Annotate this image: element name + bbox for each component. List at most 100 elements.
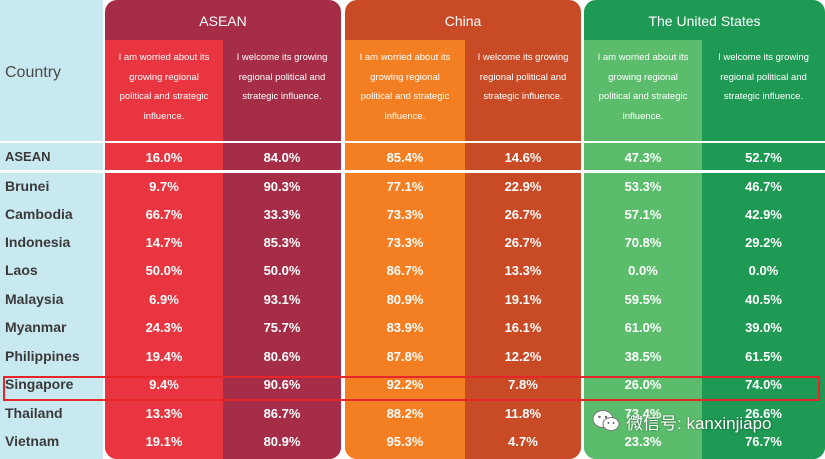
country-label: Philippines <box>5 348 80 364</box>
table-cell: 0.0% <box>628 263 658 278</box>
table-cell: 95.3% <box>386 434 424 449</box>
table-cell: 61.0% <box>624 320 662 335</box>
table-cell: 80.9% <box>386 292 424 307</box>
table-cell: 26.6% <box>745 406 782 421</box>
table-cell: 13.3% <box>145 406 183 421</box>
table-cell: 16.1% <box>504 320 542 335</box>
col-asean-worried <box>105 40 223 459</box>
table-cell: 85.4% <box>386 150 424 165</box>
table-cell: 87.8% <box>386 349 424 364</box>
table-cell: 14.6% <box>504 150 542 165</box>
table-cell: 93.1% <box>263 292 301 307</box>
country-header: Country <box>5 64 62 81</box>
table-cell: 42.9% <box>745 207 782 222</box>
singapore-highlight-box <box>3 376 820 401</box>
table-cell: 7.8% <box>508 377 538 392</box>
table-cell: 4.7% <box>508 434 538 449</box>
country-label: Myanmar <box>5 319 67 335</box>
table-cell: 73.3% <box>386 235 424 250</box>
table-cell: 86.7% <box>386 263 424 278</box>
subhead-us-worried: I am worried about its growing regional … <box>597 52 689 122</box>
table-cell: 19.1% <box>504 292 542 307</box>
subhead-china-welcome: I welcome its growing regional political… <box>477 52 569 102</box>
table-cell: 24.3% <box>145 320 183 335</box>
table-cell: 50.0% <box>263 263 301 278</box>
table-cell: 19.4% <box>145 349 183 364</box>
subhead-us-welcome: I welcome its growing regional political… <box>718 52 809 102</box>
table-cell: 23.3% <box>624 434 662 449</box>
table-cell: 0.0% <box>748 263 779 278</box>
table-cell: 39.0% <box>745 320 782 335</box>
table-cell: 70.8% <box>624 235 662 250</box>
table-cell: 61.5% <box>745 349 782 364</box>
country-label: Malaysia <box>5 291 64 307</box>
col-us-worried <box>584 40 702 459</box>
country-label: Brunei <box>5 178 50 194</box>
table-cell: 40.5% <box>745 292 782 307</box>
table-cell: 66.7% <box>145 207 183 222</box>
table-cell: 11.8% <box>504 406 542 421</box>
subhead-asean-welcome: I welcome its growing regional political… <box>236 52 328 102</box>
table-cell: 50.0% <box>145 263 183 278</box>
watermark: 微信号: kanxinjiapo <box>592 405 772 437</box>
table-cell: 53.3% <box>624 179 662 194</box>
country-label: Vietnam <box>5 433 60 449</box>
table-cell: 75.7% <box>263 320 301 335</box>
table-cell: 16.0% <box>145 150 183 165</box>
group-china: China I am worried about its growing reg… <box>345 0 581 459</box>
country-label: Laos <box>5 262 38 278</box>
table-cell: 13.3% <box>504 263 542 278</box>
col-china-worried <box>345 40 465 459</box>
table-cell: 52.7% <box>745 150 782 165</box>
group-title-asean: ASEAN <box>199 13 247 29</box>
table-cell: 14.7% <box>145 235 183 250</box>
table-cell: 26.0% <box>624 377 662 392</box>
table-cell: 80.9% <box>263 434 301 449</box>
table-cell: 33.3% <box>263 207 301 222</box>
table-cell: 76.7% <box>745 434 782 449</box>
group-asean: ASEAN I am worried about its growing reg… <box>105 0 341 459</box>
col-asean-welcome <box>223 40 341 459</box>
table-cell: 83.9% <box>386 320 424 335</box>
table-cell: 46.7% <box>745 179 782 194</box>
table-cell: 6.9% <box>149 292 179 307</box>
col-china-welcome <box>465 40 581 459</box>
table-cell: 9.7% <box>149 179 179 194</box>
wechat-icon <box>592 409 620 433</box>
table-cell: 26.7% <box>504 235 542 250</box>
table-cell: 9.4% <box>149 377 179 392</box>
watermark-text: 微信号: kanxinjiapo <box>626 413 772 433</box>
table-cell: 88.2% <box>386 406 424 421</box>
country-label: Cambodia <box>5 206 73 222</box>
table-cell: 80.6% <box>263 349 301 364</box>
table-cell: 57.1% <box>624 207 662 222</box>
subhead-asean-worried: I am worried about its growing regional … <box>118 52 210 122</box>
row-divider <box>0 141 825 143</box>
table-cell: 12.2% <box>504 349 542 364</box>
table-cell: 92.2% <box>386 377 424 392</box>
country-label: Thailand <box>5 405 63 421</box>
group-us: The United States I am worried about its… <box>584 0 825 459</box>
country-label: Indonesia <box>5 234 71 250</box>
table-cell: 85.3% <box>263 235 301 250</box>
table-cell: 77.1% <box>386 179 424 194</box>
group-title-china: China <box>444 13 482 29</box>
table-cell: 59.5% <box>624 292 662 307</box>
table-cell: 73.3% <box>386 207 424 222</box>
group-title-us: The United States <box>648 13 761 29</box>
table-cell: 84.0% <box>263 150 301 165</box>
table-cell: 38.5% <box>624 349 662 364</box>
table-cell: 26.7% <box>504 207 542 222</box>
country-column: Country <box>0 0 103 459</box>
table-cell: 74.0% <box>745 377 782 392</box>
table-cell: 47.3% <box>624 150 662 165</box>
country-label: Singapore <box>5 376 74 392</box>
table-cell: 29.2% <box>745 235 782 250</box>
col-us-welcome <box>702 40 825 459</box>
table-cell: 90.3% <box>263 179 301 194</box>
row-divider <box>0 170 825 173</box>
table-cell: 73.4% <box>624 406 662 421</box>
table-cell: 90.6% <box>263 377 301 392</box>
country-label: ASEAN <box>5 149 51 164</box>
